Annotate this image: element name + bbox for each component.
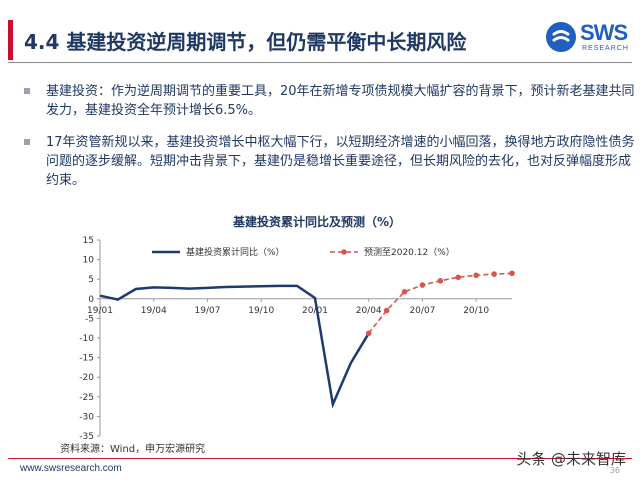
footer-divider [8, 458, 632, 459]
title-bar: 4.4 基建投资逆周期调节，但仍需平衡中长期风险 SWS RESEARCH [0, 6, 640, 64]
line-chart: 基建投资累计同比及预测（%） 15 10 5 0 -5 -10 -15 -20 -25 -30 -3… [60, 214, 515, 455]
y-tick-label: -35 [79, 432, 94, 442]
legend-label: 预测至2020.12（%） [364, 247, 455, 258]
footer-url: www.swsresearch.com [20, 463, 122, 474]
legend-marker [341, 249, 347, 255]
y-tick-label: -5 [85, 314, 94, 324]
y-tick-label: -20 [79, 373, 94, 383]
y-tick-label: -30 [79, 412, 94, 422]
bullet-text: 17年资管新规以来，基建投资增长中枢大幅下行，以短期经济增速的小幅回落，换得地方… [46, 135, 635, 188]
sws-logo: SWS RESEARCH [544, 18, 632, 58]
forecast-point [383, 307, 390, 314]
x-tick-label: 20/04 [356, 306, 382, 316]
y-tick-label: -10 [79, 334, 94, 344]
bullet-square-icon [24, 88, 30, 94]
watermark: 头条 @未来智库 [516, 450, 626, 468]
y-tick-label: 10 [83, 256, 95, 266]
y-tick-label: 0 [88, 295, 94, 305]
y-tick-label: -15 [79, 354, 94, 364]
x-tick-label: 20/07 [409, 306, 435, 316]
y-tick-label: 5 [88, 275, 94, 285]
x-tick-label: 19/04 [141, 306, 167, 316]
page-title: 4.4 基建投资逆周期调节，但仍需平衡中长期风险 [24, 30, 467, 54]
forecast-point [365, 330, 372, 337]
title-divider [8, 62, 632, 63]
title-accent-stripe [8, 20, 13, 60]
logo-text: SWS [580, 20, 628, 45]
x-tick-label: 19/01 [87, 306, 113, 316]
sws-logo-icon [546, 22, 576, 52]
forecast-point [455, 274, 462, 281]
legend-label: 基建投资累计同比（%） [186, 246, 285, 258]
logo-subtext: RESEARCH [582, 45, 629, 52]
forecast-point [509, 270, 515, 277]
chart-source: 资料来源：Wind，申万宏源研究 [60, 442, 205, 455]
forecast-point [473, 272, 479, 279]
y-tick-label: -25 [79, 393, 94, 403]
bullet-text: 基建投资：作为逆周期调节的重要工具，20年在新增专项债规模大幅扩容的背景下，预计… [46, 84, 635, 118]
page-number: 36 [609, 466, 620, 475]
chart-container: 基建投资累计同比及预测（%） 15 10 5 0 -5 -10 -15 -20 -25 -30 -3… [0, 200, 640, 460]
chart-title: 基建投资累计同比及预测（%） [232, 214, 401, 229]
x-tick-label: 20/10 [463, 306, 489, 316]
bullet-square-icon [24, 139, 30, 145]
x-tick-label: 20/01 [302, 306, 328, 316]
forecast-point [491, 271, 497, 277]
x-tick-label: 19/10 [248, 306, 274, 316]
actual-series-line [99, 284, 370, 409]
forecast-point [401, 288, 408, 295]
forecast-point [437, 277, 444, 284]
forecast-point [419, 282, 426, 288]
y-tick-label: 15 [83, 236, 94, 246]
x-tick-label: 19/07 [195, 306, 221, 316]
